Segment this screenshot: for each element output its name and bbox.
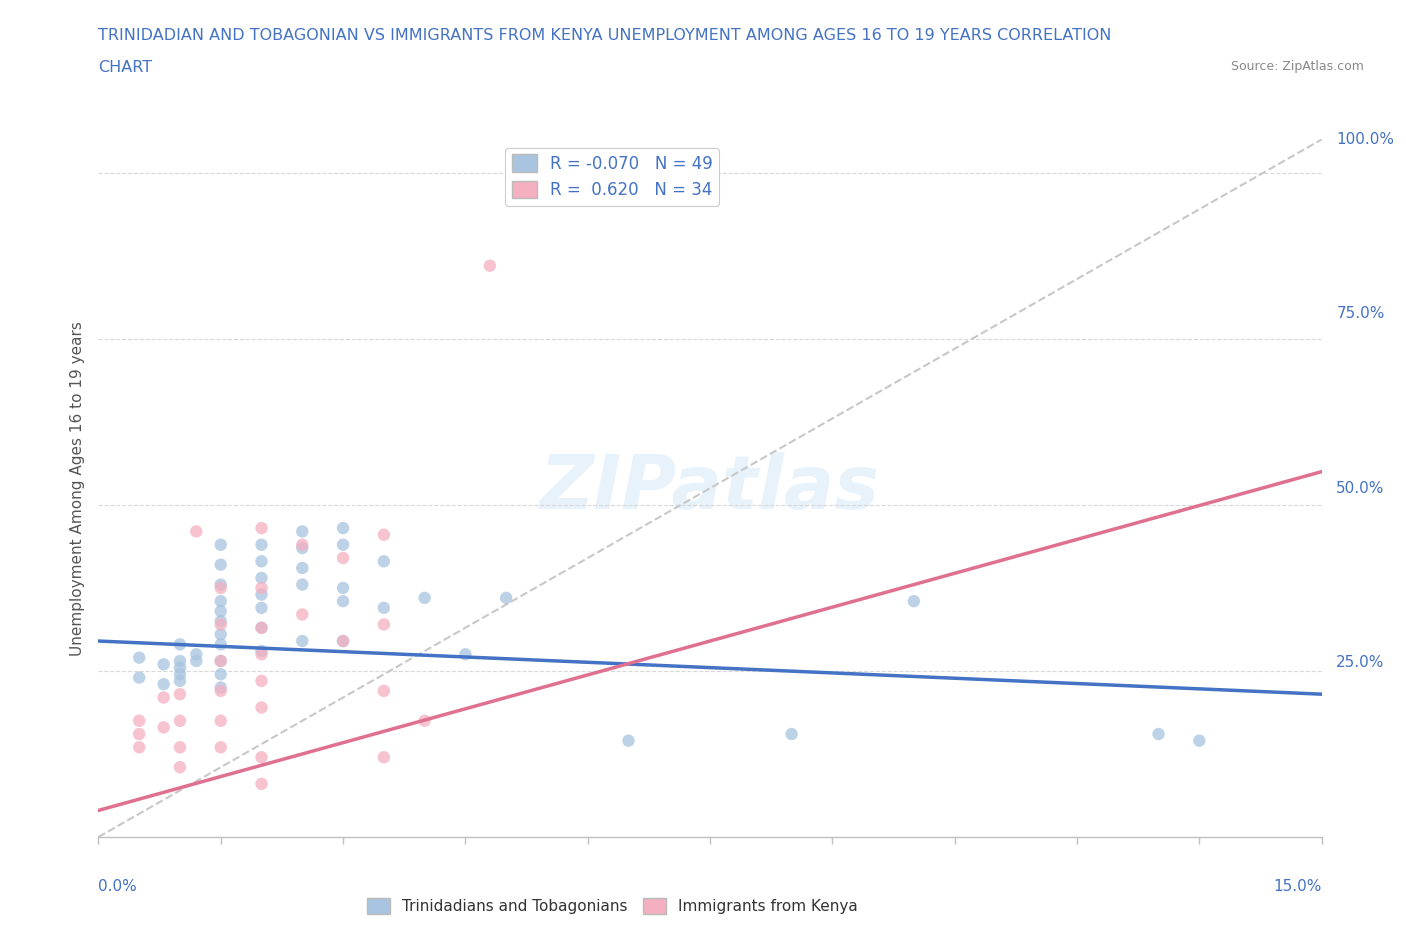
Point — [169, 686, 191, 701]
Text: 25.0%: 25.0% — [1336, 655, 1385, 671]
Point — [209, 684, 232, 698]
Text: ZIPatlas: ZIPatlas — [540, 452, 880, 525]
Point — [209, 667, 232, 682]
Point — [169, 673, 191, 688]
Text: 100.0%: 100.0% — [1336, 132, 1395, 147]
Text: 50.0%: 50.0% — [1336, 481, 1385, 496]
Point — [250, 750, 273, 764]
Point — [169, 667, 191, 682]
Point — [209, 580, 232, 595]
Point — [209, 593, 232, 608]
Point — [1188, 733, 1211, 748]
Text: CHART: CHART — [98, 60, 152, 75]
Point — [250, 570, 273, 585]
Legend: Trinidadians and Tobagonians, Immigrants from Kenya: Trinidadians and Tobagonians, Immigrants… — [361, 892, 863, 920]
Point — [291, 524, 314, 538]
Point — [373, 750, 395, 764]
Point — [152, 690, 174, 705]
Point — [250, 644, 273, 658]
Point — [250, 620, 273, 635]
Point — [291, 633, 314, 648]
Point — [332, 551, 354, 565]
Point — [1147, 726, 1170, 741]
Point — [373, 527, 395, 542]
Point — [209, 713, 232, 728]
Point — [152, 677, 174, 692]
Point — [209, 627, 232, 642]
Point — [209, 557, 232, 572]
Point — [209, 637, 232, 652]
Point — [373, 684, 395, 698]
Point — [373, 617, 395, 631]
Point — [413, 713, 436, 728]
Y-axis label: Unemployment Among Ages 16 to 19 years: Unemployment Among Ages 16 to 19 years — [69, 321, 84, 656]
Point — [291, 540, 314, 555]
Point — [373, 554, 395, 569]
Point — [169, 740, 191, 755]
Point — [209, 538, 232, 552]
Text: TRINIDADIAN AND TOBAGONIAN VS IMMIGRANTS FROM KENYA UNEMPLOYMENT AMONG AGES 16 T: TRINIDADIAN AND TOBAGONIAN VS IMMIGRANTS… — [98, 28, 1112, 43]
Point — [332, 633, 354, 648]
Point — [250, 587, 273, 602]
Point — [169, 760, 191, 775]
Point — [186, 654, 208, 669]
Point — [152, 657, 174, 671]
Point — [209, 680, 232, 695]
Point — [250, 700, 273, 715]
Point — [186, 647, 208, 662]
Point — [169, 654, 191, 669]
Point — [169, 660, 191, 675]
Point — [413, 591, 436, 605]
Point — [291, 607, 314, 622]
Point — [250, 673, 273, 688]
Text: 15.0%: 15.0% — [1274, 879, 1322, 894]
Point — [209, 578, 232, 592]
Point — [209, 654, 232, 669]
Text: Source: ZipAtlas.com: Source: ZipAtlas.com — [1230, 60, 1364, 73]
Point — [152, 720, 174, 735]
Point — [209, 614, 232, 629]
Point — [332, 633, 354, 648]
Point — [617, 733, 640, 748]
Point — [169, 713, 191, 728]
Point — [209, 604, 232, 618]
Text: 75.0%: 75.0% — [1336, 306, 1385, 322]
Point — [903, 593, 925, 608]
Point — [250, 620, 273, 635]
Point — [250, 521, 273, 536]
Point — [250, 647, 273, 662]
Point — [332, 521, 354, 536]
Point — [291, 538, 314, 552]
Point — [332, 580, 354, 595]
Point — [128, 671, 150, 685]
Point — [186, 524, 208, 538]
Point — [209, 740, 232, 755]
Point — [250, 554, 273, 569]
Point — [332, 593, 354, 608]
Point — [128, 713, 150, 728]
Point — [780, 726, 803, 741]
Point — [250, 777, 273, 791]
Point — [250, 580, 273, 595]
Point — [128, 740, 150, 755]
Point — [495, 591, 517, 605]
Point — [250, 538, 273, 552]
Point — [209, 617, 232, 631]
Point — [454, 647, 477, 662]
Point — [169, 637, 191, 652]
Point — [332, 538, 354, 552]
Point — [209, 654, 232, 669]
Point — [373, 601, 395, 616]
Point — [291, 561, 314, 576]
Point — [250, 601, 273, 616]
Point — [478, 259, 501, 273]
Point — [128, 726, 150, 741]
Text: 0.0%: 0.0% — [98, 879, 138, 894]
Point — [128, 650, 150, 665]
Point — [291, 578, 314, 592]
